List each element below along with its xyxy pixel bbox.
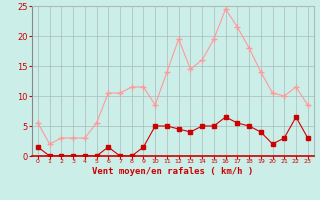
X-axis label: Vent moyen/en rafales ( km/h ): Vent moyen/en rafales ( km/h ) bbox=[92, 167, 253, 176]
